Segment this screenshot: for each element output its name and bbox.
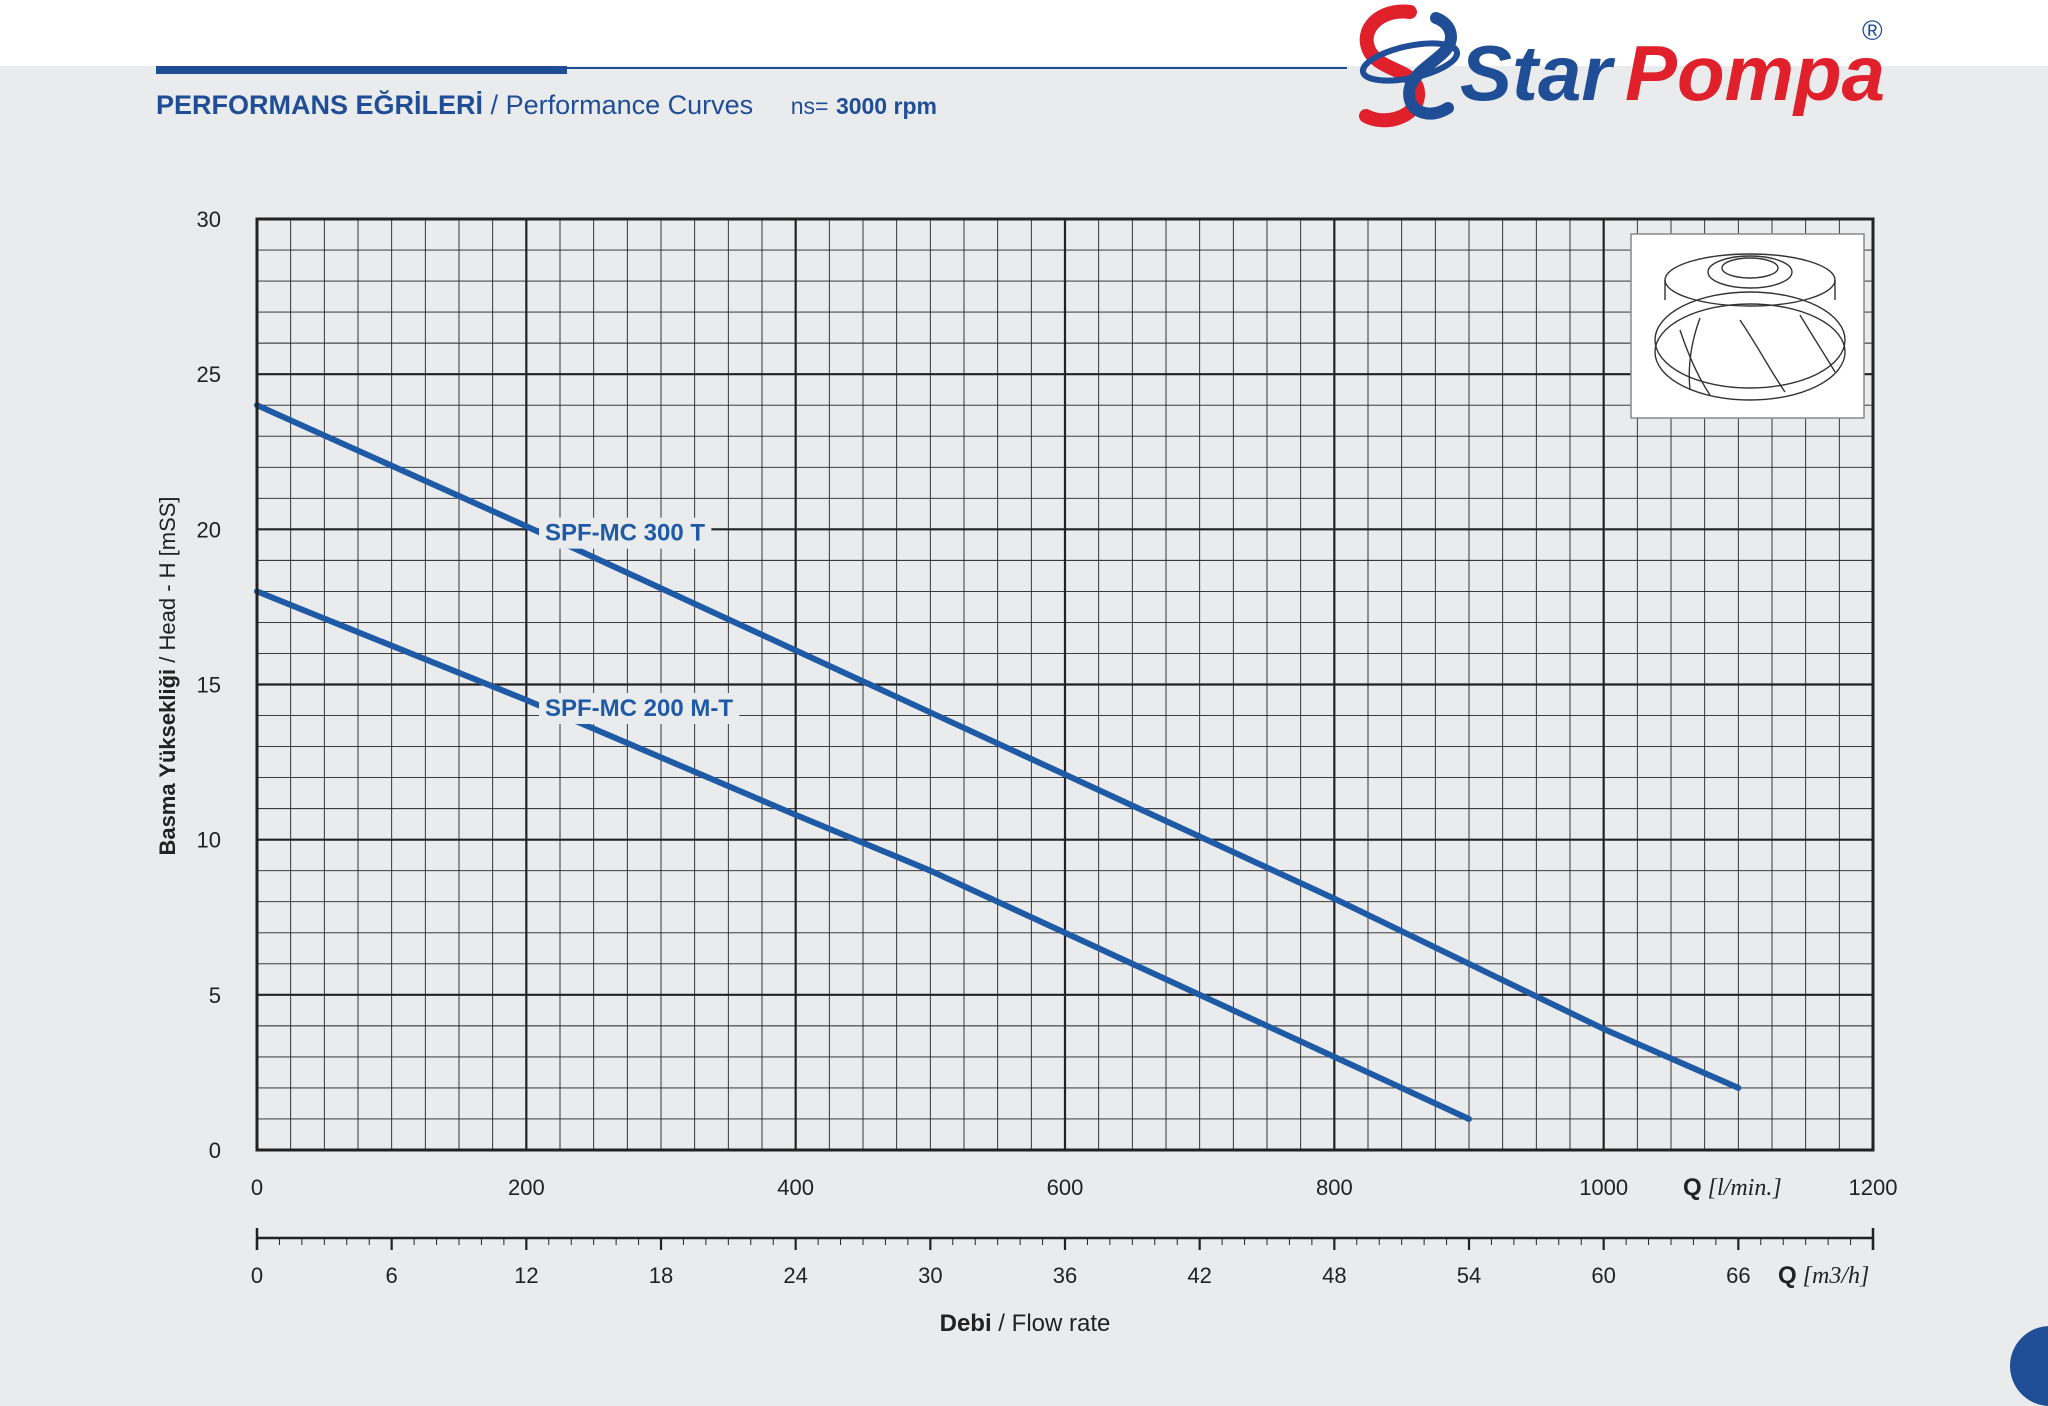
y-tick-label: 15 <box>197 673 221 698</box>
plot-frame <box>255 217 1875 1152</box>
performance-chart: 0 5 10 15 20 25 30 0 200 400 600 800 1000 1200 0 6 12 1… <box>155 207 1898 1337</box>
y-tick-label: 0 <box>209 1138 221 1163</box>
x-tick-label: 600 <box>1047 1175 1084 1200</box>
x-tick-label: 0 <box>251 1175 263 1200</box>
header-accent-bar <box>156 66 567 74</box>
y-axis-ticks: 0 5 10 15 20 25 30 <box>197 207 221 1163</box>
y-tick-label: 5 <box>209 983 221 1008</box>
star-pompa-logo: Star Pompa ® <box>1359 4 1885 128</box>
x-tick-label: 400 <box>777 1175 814 1200</box>
x2-tick-label: 60 <box>1591 1263 1615 1288</box>
secondary-x-axis <box>255 1228 1875 1250</box>
x2-tick-label: 66 <box>1726 1263 1750 1288</box>
x2-tick-label: 54 <box>1457 1263 1481 1288</box>
x-axis-label: Debi / Flow rate <box>940 1310 1111 1337</box>
impeller-inset <box>1630 233 1865 419</box>
title-separator: / <box>490 90 499 120</box>
series-label-bg <box>539 517 712 549</box>
y-axis-label-tr: Basma Yüksekliği <box>155 669 180 856</box>
x2-tick-label: 12 <box>514 1263 538 1288</box>
series-label-1: SPF-MC 300 T <box>545 520 705 547</box>
speed-label: ns= <box>790 93 829 119</box>
x-unit-label: Q [l/min.] <box>1683 1174 1782 1201</box>
y-axis-label-en: Head - H [mSS] <box>155 496 180 650</box>
top-band <box>0 0 2048 66</box>
x-tick-label: 1200 <box>1849 1175 1898 1200</box>
logo-pompa-text: Pompa <box>1625 29 1885 117</box>
y-tick-label: 20 <box>197 517 221 542</box>
series-label-bg <box>539 692 740 724</box>
x2-tick-label: 42 <box>1187 1263 1211 1288</box>
x2-tick-label: 24 <box>783 1263 807 1288</box>
x-unit-q: Q <box>1683 1174 1702 1201</box>
x-tick-label: 800 <box>1316 1175 1353 1200</box>
y-tick-label: 30 <box>197 207 221 232</box>
x2-unit-q: Q <box>1778 1262 1797 1289</box>
logo-star-text: Star <box>1460 29 1615 117</box>
y-tick-label: 10 <box>197 828 221 853</box>
title-english: Performance Curves <box>505 90 754 120</box>
x-axis-label-tr: Debi <box>940 1310 992 1337</box>
x2-unit-label: Q [m3/h] <box>1778 1262 1869 1289</box>
y-axis-label: Basma Yüksekliği / Head - H [mSS] <box>155 496 180 855</box>
impeller-icon <box>1654 253 1846 401</box>
x2-tick-label: 48 <box>1322 1263 1346 1288</box>
logo-mark-icon <box>1359 4 1461 128</box>
page-title: PERFORMANS EĞRİLERİ / Performance Curves… <box>156 88 937 123</box>
x2-unit-text: [m3/h] <box>1803 1263 1870 1289</box>
secondary-x-axis-ticks: 0 6 12 18 24 30 36 42 48 54 60 66 <box>251 1263 1751 1288</box>
x2-tick-label: 6 <box>386 1263 398 1288</box>
series-layer: SPF-MC 300 T SPF-MC 200 M-T <box>254 402 1742 1122</box>
x2-tick-label: 36 <box>1053 1263 1077 1288</box>
speed-value: 3000 rpm <box>835 93 937 119</box>
x-axis-label-en: Flow rate <box>1012 1310 1111 1337</box>
x-axis-ticks: 0 200 400 600 800 1000 1200 <box>251 1175 1898 1200</box>
series-line-1 <box>254 402 1742 1091</box>
x2-tick-label: 18 <box>649 1263 673 1288</box>
x2-tick-label: 30 <box>918 1263 942 1288</box>
x-tick-label: 1000 <box>1579 1175 1628 1200</box>
title-turkish: PERFORMANS EĞRİLERİ <box>156 90 484 120</box>
x-tick-label: 200 <box>508 1175 545 1200</box>
x2-tick-label: 0 <box>251 1263 263 1288</box>
y-tick-label: 25 <box>197 362 221 387</box>
series-label-2: SPF-MC 200 M-T <box>545 695 733 722</box>
logo-registered-mark: ® <box>1862 15 1883 46</box>
header-rule <box>567 67 1347 69</box>
x-unit-text: [l/min.] <box>1708 1175 1782 1201</box>
